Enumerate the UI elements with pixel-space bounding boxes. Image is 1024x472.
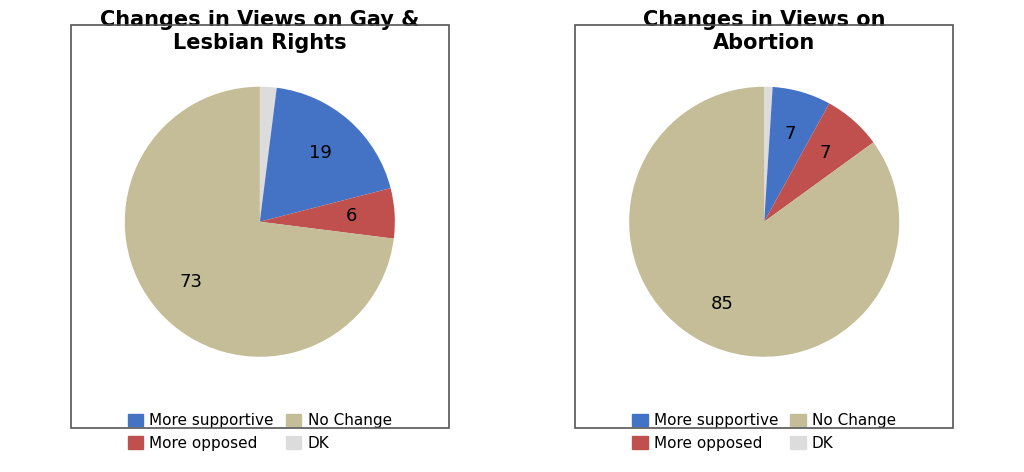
Wedge shape: [629, 87, 899, 357]
Text: 73: 73: [179, 273, 203, 292]
Wedge shape: [764, 87, 829, 222]
Text: 7: 7: [819, 144, 830, 162]
Wedge shape: [125, 87, 394, 357]
Title: Changes in Views on Gay &
Lesbian Rights: Changes in Views on Gay & Lesbian Rights: [100, 10, 420, 53]
Title: Changes in Views on
Abortion: Changes in Views on Abortion: [643, 10, 886, 53]
Text: 85: 85: [711, 295, 734, 312]
Wedge shape: [764, 87, 773, 222]
Wedge shape: [260, 88, 390, 222]
Legend: More supportive, More opposed, No Change, DK: More supportive, More opposed, No Change…: [122, 407, 397, 457]
Legend: More supportive, More opposed, No Change, DK: More supportive, More opposed, No Change…: [627, 407, 902, 457]
Text: 7: 7: [784, 125, 796, 143]
Wedge shape: [260, 87, 276, 222]
Wedge shape: [764, 103, 873, 222]
Text: 6: 6: [346, 207, 357, 225]
Wedge shape: [260, 188, 395, 239]
Text: 19: 19: [309, 144, 332, 162]
